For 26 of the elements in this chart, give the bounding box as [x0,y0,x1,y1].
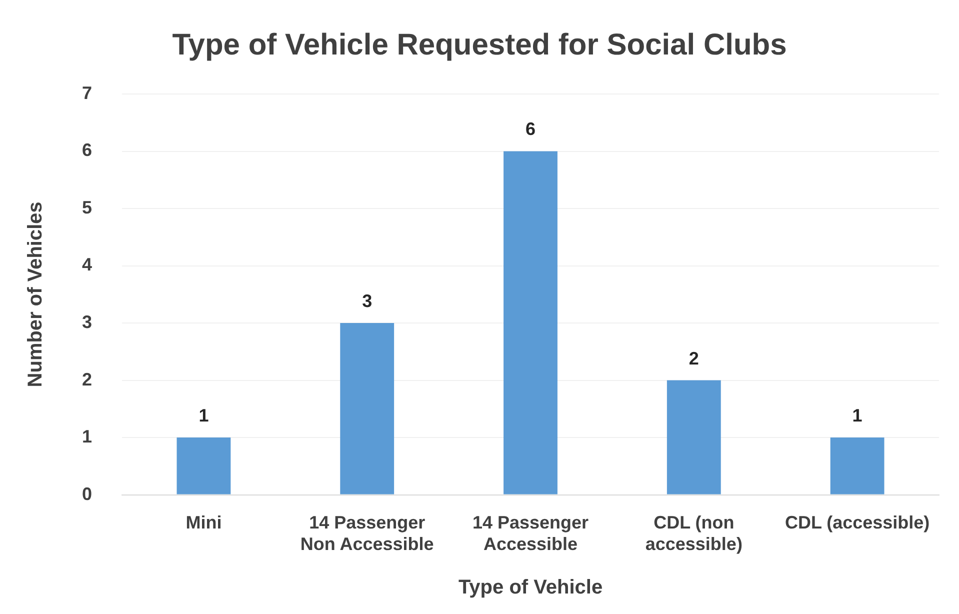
bar [340,323,394,494]
bar [830,438,884,494]
chart-title: Type of Vehicle Requested for Social Clubs [172,28,787,62]
bar [666,380,721,494]
y-tick-label: 0 [82,484,92,504]
x-tick-label: CDL (accessible) [784,512,930,533]
data-label: 6 [526,119,536,140]
y-axis-title: Number of Vehicles [24,202,47,388]
x-tick-label: 14 Passenger Accessible [472,512,589,554]
y-tick-label: 7 [82,82,92,103]
x-tick-label: Mini [186,512,222,533]
bar [176,438,231,494]
y-tick-label: 5 [82,197,92,218]
x-axis-title: Type of Vehicle [458,576,603,599]
y-tick-label: 2 [82,369,92,390]
data-label: 1 [198,406,209,426]
data-label: 3 [362,290,372,311]
bar [504,151,558,494]
y-tick-label: 4 [82,254,92,275]
x-tick-label: 14 Passenger Non Accessible [300,512,434,554]
x-tick-label: CDL (non accessible) [645,512,742,554]
data-label: 2 [688,348,699,368]
y-tick-label: 3 [82,312,92,332]
data-label: 1 [852,406,862,426]
y-tick-label: 6 [82,140,92,160]
y-tick-label: 1 [82,426,92,447]
